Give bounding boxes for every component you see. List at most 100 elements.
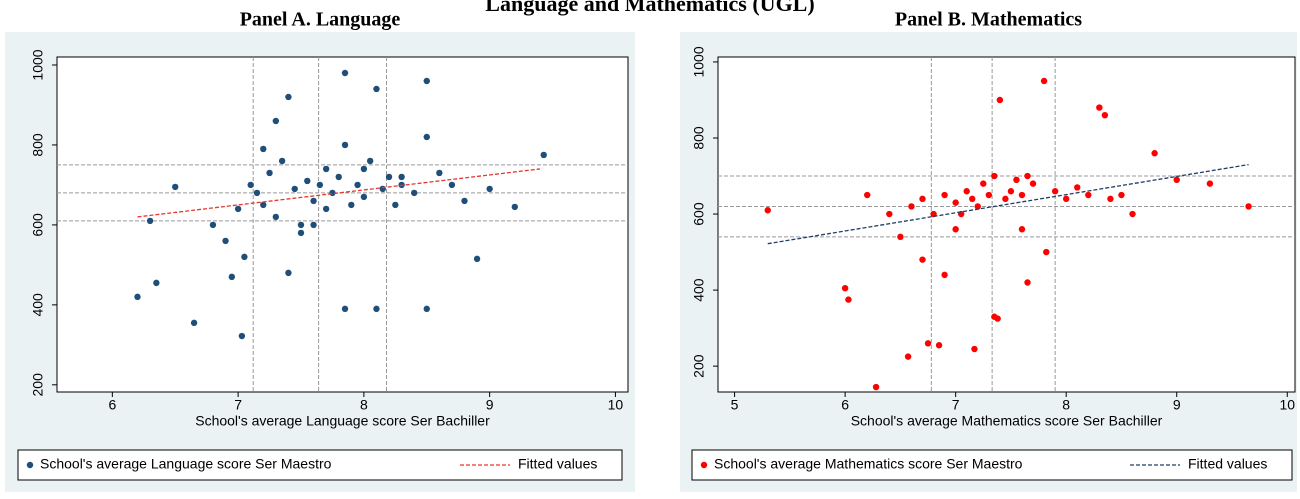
point bbox=[1096, 104, 1103, 111]
point bbox=[253, 189, 261, 197]
point bbox=[241, 253, 248, 261]
point bbox=[146, 217, 154, 225]
point bbox=[980, 180, 987, 187]
point bbox=[209, 221, 217, 229]
y-tick-label: 200 bbox=[30, 373, 46, 397]
legend-box bbox=[17, 449, 623, 481]
point bbox=[238, 332, 246, 340]
point bbox=[234, 205, 242, 213]
point bbox=[1206, 180, 1214, 187]
legend-label: School's average Language score Ser Maes… bbox=[40, 456, 332, 472]
point bbox=[511, 203, 519, 211]
point bbox=[448, 181, 456, 189]
point bbox=[348, 201, 355, 209]
x-tick-label: 7 bbox=[952, 397, 960, 413]
point bbox=[764, 207, 771, 214]
point bbox=[886, 210, 893, 218]
point bbox=[285, 93, 292, 101]
y-tick-label: 600 bbox=[30, 213, 46, 237]
point bbox=[398, 173, 405, 181]
point bbox=[436, 169, 443, 177]
point bbox=[897, 233, 904, 241]
point bbox=[963, 188, 970, 195]
point bbox=[991, 172, 998, 180]
point bbox=[423, 133, 430, 141]
point bbox=[1101, 111, 1109, 119]
point bbox=[260, 201, 267, 209]
point bbox=[392, 201, 399, 209]
point bbox=[1118, 191, 1125, 199]
point bbox=[924, 340, 932, 347]
point bbox=[1024, 279, 1031, 286]
point bbox=[841, 284, 849, 292]
point bbox=[872, 383, 880, 391]
point bbox=[341, 69, 349, 77]
x-axis-label: School's average Mathematics score Ser B… bbox=[851, 413, 1163, 429]
y-tick-label: 1000 bbox=[30, 49, 46, 80]
point bbox=[1043, 248, 1050, 256]
point bbox=[952, 199, 959, 206]
point bbox=[919, 195, 926, 203]
x-axis-label: School's average Language score Ser Bach… bbox=[195, 413, 490, 429]
point bbox=[379, 185, 386, 193]
point bbox=[297, 229, 305, 237]
x-tick-label: 7 bbox=[234, 397, 242, 413]
y-tick-label: 400 bbox=[691, 278, 707, 302]
y-tick-label: 1000 bbox=[691, 46, 707, 77]
point bbox=[1173, 176, 1180, 184]
point bbox=[304, 177, 311, 185]
point bbox=[935, 342, 943, 349]
legend-label: Fitted values bbox=[1188, 456, 1267, 472]
x-tick-label: 10 bbox=[1279, 397, 1295, 413]
point bbox=[845, 296, 852, 303]
point bbox=[360, 193, 368, 201]
point bbox=[969, 195, 976, 203]
legend-box bbox=[691, 449, 1293, 481]
point bbox=[291, 185, 298, 193]
point bbox=[1062, 195, 1070, 203]
x-tick-label: 9 bbox=[1173, 397, 1181, 413]
point bbox=[310, 197, 317, 205]
point bbox=[1085, 191, 1092, 199]
point bbox=[278, 157, 286, 165]
point bbox=[247, 181, 254, 189]
point bbox=[1051, 188, 1059, 195]
x-tick-label: 8 bbox=[360, 397, 368, 413]
point bbox=[322, 165, 330, 173]
point bbox=[272, 117, 280, 125]
point bbox=[1107, 195, 1114, 203]
point bbox=[354, 181, 361, 189]
point bbox=[385, 173, 393, 181]
point bbox=[316, 181, 324, 189]
point bbox=[1245, 203, 1252, 210]
plot-area bbox=[717, 56, 1296, 393]
point bbox=[991, 313, 998, 320]
point bbox=[908, 203, 915, 210]
point bbox=[310, 221, 317, 229]
point bbox=[228, 273, 236, 281]
point bbox=[1151, 150, 1158, 157]
point bbox=[952, 226, 959, 233]
point bbox=[423, 305, 430, 313]
point bbox=[172, 183, 179, 191]
x-tick-label: 10 bbox=[608, 397, 624, 413]
point bbox=[1018, 226, 1026, 233]
point bbox=[941, 271, 948, 279]
point bbox=[134, 293, 141, 301]
point bbox=[190, 319, 198, 327]
point bbox=[373, 85, 380, 93]
point bbox=[1024, 172, 1031, 180]
point bbox=[153, 279, 160, 287]
point bbox=[1013, 176, 1020, 184]
point bbox=[341, 305, 349, 313]
point bbox=[272, 213, 280, 221]
y-tick-label: 800 bbox=[691, 126, 707, 150]
point bbox=[1040, 77, 1048, 85]
point bbox=[285, 269, 292, 277]
y-tick-label: 400 bbox=[30, 293, 46, 317]
point bbox=[410, 189, 418, 197]
y-tick-label: 200 bbox=[691, 354, 707, 378]
point bbox=[423, 77, 430, 85]
point bbox=[222, 237, 229, 245]
point bbox=[996, 96, 1004, 104]
